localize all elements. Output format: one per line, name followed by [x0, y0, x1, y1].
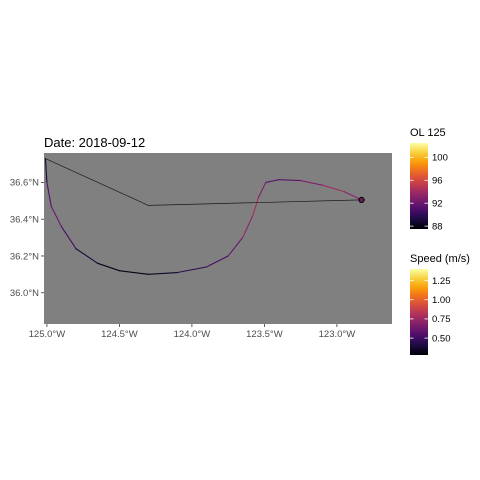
- x-tick-label: 124.5°W: [101, 329, 138, 340]
- track-segment: [278, 179, 302, 182]
- legend-title: Speed (m/s): [410, 253, 470, 265]
- x-tick-label: 123.5°W: [246, 329, 283, 340]
- track-segment: [265, 179, 280, 183]
- track-segment: [97, 262, 120, 272]
- x-tick-label: 123.0°W: [319, 329, 356, 340]
- track-segment: [46, 181, 52, 207]
- track-segment: [44, 157, 48, 183]
- chart-title: Date: 2018-09-12: [44, 135, 145, 150]
- y-tick-label: 36.4°N: [10, 214, 39, 225]
- colorbar-tick-label: 88: [432, 221, 443, 232]
- y-tick-label: 36.6°N: [10, 178, 39, 189]
- map-panel: [44, 153, 392, 324]
- markers: [358, 196, 365, 203]
- track-segment: [176, 266, 207, 274]
- colorbar: [410, 269, 428, 355]
- y-tick-label: 36.0°N: [10, 288, 39, 299]
- colorbar-tick-label: 0.75: [432, 314, 451, 325]
- colorbar-tick-label: 100: [432, 153, 448, 164]
- colorbar-tick-label: 1.25: [432, 276, 451, 287]
- track-segment: [300, 180, 323, 186]
- track-segment: [50, 205, 62, 228]
- track-segment: [147, 271, 178, 275]
- legend-title: OL 125: [410, 127, 446, 139]
- track-segment: [205, 255, 229, 268]
- legends: OL 125 88 92 96 100 Speed (m/s) 0.50 0.75 1.00 1.…: [410, 127, 470, 355]
- track-segment: [321, 184, 345, 193]
- y-tick-label: 36.2°N: [10, 251, 39, 262]
- track-lines: [44, 157, 363, 275]
- colorbar: [410, 143, 428, 229]
- track-segment: [45, 158, 149, 206]
- track-segment: [258, 181, 267, 198]
- x-tick-label: 124.0°W: [174, 329, 211, 340]
- track-segment: [60, 225, 77, 250]
- colorbar-tick-label: 92: [432, 199, 443, 210]
- track-segment: [252, 196, 260, 217]
- track-segment: [118, 270, 149, 275]
- track-segment: [75, 248, 99, 264]
- track-segment: [343, 191, 363, 201]
- track-segment: [227, 237, 244, 257]
- track-segment: [148, 199, 362, 206]
- track-segment: [242, 214, 254, 239]
- axes: 125.0°W 124.5°W 124.0°W 123.5°W 123.0°W 36.0°…: [10, 178, 355, 340]
- colorbar-tick-label: 1.00: [432, 295, 451, 306]
- colorbar-tick-label: 96: [432, 176, 443, 187]
- colorbar-tick-label: 0.50: [432, 333, 451, 344]
- current-position-marker: [358, 196, 365, 203]
- x-tick-label: 125.0°W: [29, 329, 66, 340]
